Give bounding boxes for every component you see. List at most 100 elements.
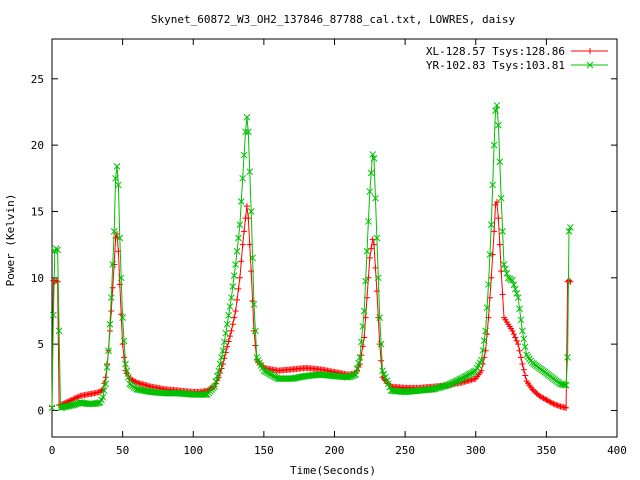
data-point bbox=[239, 174, 247, 182]
data-point bbox=[211, 383, 218, 390]
x-axis-label: Time(Seconds) bbox=[290, 464, 376, 477]
data-point bbox=[499, 291, 506, 298]
data-point bbox=[567, 224, 574, 231]
data-point bbox=[520, 366, 527, 373]
data-point bbox=[50, 311, 57, 319]
data-point bbox=[362, 277, 369, 285]
data-point bbox=[369, 151, 376, 158]
y-tick-label: 5 bbox=[37, 338, 44, 351]
data-point bbox=[242, 128, 249, 136]
data-point bbox=[231, 314, 238, 321]
data-point bbox=[561, 381, 569, 389]
data-point bbox=[236, 221, 244, 229]
x-tick-label: 400 bbox=[607, 444, 627, 457]
data-point bbox=[366, 254, 373, 261]
y-tick-label: 10 bbox=[31, 272, 44, 285]
data-point bbox=[97, 388, 104, 395]
data-point bbox=[121, 354, 128, 361]
data-point bbox=[519, 327, 526, 335]
data-point bbox=[246, 168, 254, 176]
data-point bbox=[245, 215, 252, 222]
data-point bbox=[503, 270, 511, 277]
data-point bbox=[513, 337, 520, 344]
data-point bbox=[98, 387, 105, 394]
data-point bbox=[232, 307, 239, 314]
x-tick-label: 150 bbox=[254, 444, 274, 457]
data-point bbox=[48, 404, 56, 412]
data-point bbox=[489, 181, 497, 189]
data-point bbox=[499, 228, 506, 235]
data-point bbox=[377, 340, 385, 348]
data-point bbox=[514, 294, 522, 302]
legend-label: YR-102.83 Tsys:103.81 bbox=[426, 59, 565, 72]
data-point bbox=[357, 338, 365, 346]
data-point bbox=[493, 199, 500, 206]
data-point bbox=[226, 333, 233, 340]
data-point bbox=[520, 335, 528, 343]
data-point bbox=[225, 312, 232, 319]
legend-marker bbox=[587, 48, 593, 54]
x-tick-label: 200 bbox=[325, 444, 345, 457]
data-point bbox=[521, 343, 529, 351]
data-point bbox=[215, 367, 223, 375]
data-point bbox=[99, 393, 107, 401]
legend-label: XL-128.57 Tsys:128.86 bbox=[426, 45, 565, 58]
data-point bbox=[249, 254, 256, 262]
data-point bbox=[562, 381, 570, 389]
data-point bbox=[564, 354, 571, 361]
x-tick-label: 100 bbox=[183, 444, 203, 457]
data-point bbox=[226, 303, 234, 310]
data-point bbox=[229, 321, 236, 328]
data-point bbox=[110, 228, 118, 235]
data-point bbox=[373, 234, 381, 242]
data-point bbox=[512, 334, 519, 341]
data-point bbox=[74, 394, 81, 401]
data-point bbox=[119, 314, 126, 321]
data-point bbox=[516, 347, 523, 354]
data-point bbox=[116, 234, 124, 242]
y-tick-label: 25 bbox=[31, 73, 44, 86]
data-point bbox=[367, 169, 375, 177]
data-point bbox=[383, 377, 391, 384]
data-point bbox=[485, 281, 492, 288]
data-point bbox=[235, 285, 242, 292]
data-point bbox=[243, 203, 250, 210]
data-point bbox=[112, 174, 119, 182]
data-point bbox=[492, 107, 499, 114]
data-point bbox=[517, 316, 525, 324]
data-point bbox=[493, 101, 501, 109]
data-point bbox=[235, 234, 242, 242]
data-point bbox=[220, 338, 228, 346]
data-point bbox=[478, 356, 485, 364]
data-point bbox=[556, 402, 563, 409]
data-point bbox=[218, 354, 225, 361]
data-point bbox=[113, 163, 121, 170]
data-point bbox=[219, 361, 226, 368]
data-point bbox=[244, 128, 252, 136]
data-point bbox=[233, 247, 241, 255]
data-point bbox=[120, 337, 128, 345]
data-point bbox=[107, 294, 115, 302]
data-point bbox=[236, 274, 243, 281]
data-point bbox=[374, 274, 382, 282]
data-point bbox=[502, 265, 509, 273]
data-point bbox=[356, 354, 364, 361]
data-point bbox=[252, 342, 259, 349]
data-point bbox=[358, 352, 365, 359]
data-point bbox=[554, 402, 561, 409]
data-point bbox=[365, 274, 372, 281]
data-point bbox=[511, 285, 519, 293]
data-point bbox=[378, 357, 385, 364]
data-point bbox=[482, 327, 489, 335]
data-point bbox=[359, 323, 367, 330]
data-point bbox=[533, 390, 540, 397]
data-point bbox=[122, 360, 129, 368]
y-axis-label: Power (Kelvin) bbox=[4, 194, 17, 287]
data-point bbox=[54, 278, 61, 285]
data-point bbox=[103, 363, 111, 371]
data-point bbox=[232, 261, 239, 268]
x-tick-label: 50 bbox=[116, 444, 129, 457]
data-point bbox=[250, 300, 258, 308]
